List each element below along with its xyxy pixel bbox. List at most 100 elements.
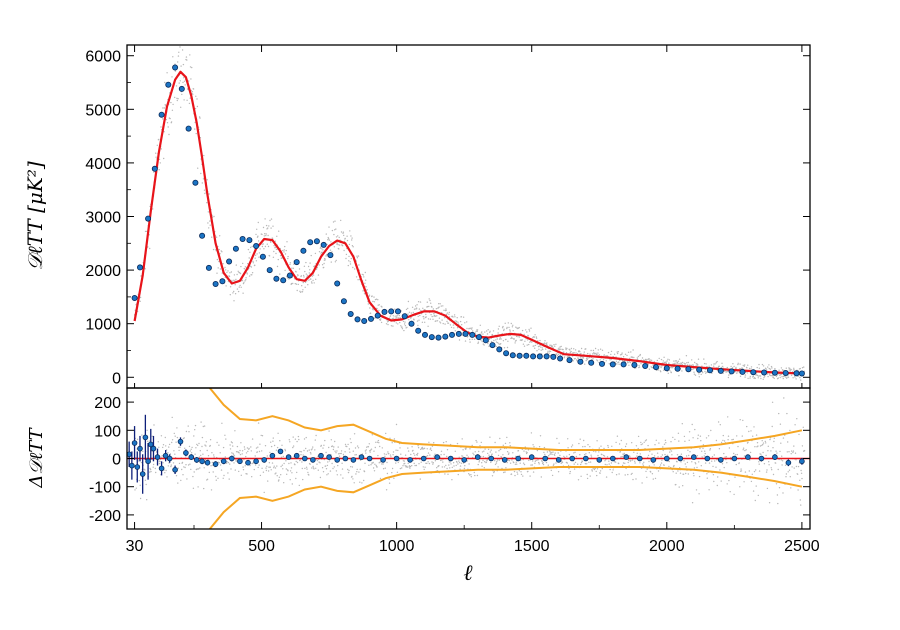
raw-residual-dot <box>146 499 148 501</box>
raw-spectrum-dot <box>801 367 804 369</box>
raw-spectrum-dot <box>310 281 313 283</box>
raw-residual-dot <box>538 461 540 464</box>
raw-residual-dot <box>424 466 426 468</box>
raw-spectrum-dot <box>424 321 426 323</box>
raw-spectrum-dot <box>180 65 182 67</box>
raw-spectrum-dot <box>580 347 583 350</box>
raw-spectrum-dot <box>762 378 764 380</box>
raw-spectrum-dot <box>727 370 729 373</box>
raw-residual-dot <box>219 452 221 454</box>
raw-residual-dot <box>796 418 798 420</box>
raw-spectrum-dot <box>350 235 352 237</box>
binned-data-point <box>327 252 334 259</box>
raw-spectrum-dot <box>803 366 805 368</box>
raw-residual-dot <box>533 446 535 448</box>
raw-residual-dot <box>244 448 246 450</box>
raw-residual-dot <box>716 484 718 487</box>
raw-residual-dot <box>178 449 180 452</box>
raw-spectrum-dot <box>346 239 349 242</box>
raw-residual-dot <box>722 434 724 437</box>
raw-spectrum-dot <box>225 285 227 287</box>
raw-residual-dot <box>621 464 624 467</box>
raw-spectrum-dot <box>284 245 286 248</box>
raw-spectrum-dot <box>541 347 543 349</box>
raw-residual-dot <box>328 446 330 449</box>
raw-residual-dot <box>443 466 446 468</box>
raw-spectrum-dot <box>778 369 780 371</box>
raw-residual-dot <box>382 463 384 465</box>
raw-residual-dot <box>265 467 267 469</box>
raw-residual-dot <box>630 459 632 462</box>
raw-spectrum-dot <box>521 329 524 332</box>
raw-residual-dot <box>523 463 526 466</box>
binned-data-point <box>381 308 388 315</box>
raw-spectrum-dot <box>453 327 455 329</box>
residual-point <box>393 455 400 462</box>
raw-spectrum-dot <box>739 363 741 365</box>
raw-spectrum-dot <box>182 63 185 66</box>
raw-spectrum-dot <box>317 274 320 276</box>
raw-residual-dot <box>497 466 499 468</box>
raw-spectrum-dot <box>669 366 671 369</box>
raw-residual-dot <box>553 463 555 465</box>
raw-spectrum-dot <box>216 258 219 261</box>
raw-spectrum-dot <box>693 373 696 375</box>
raw-spectrum-dot <box>698 376 700 378</box>
raw-residual-dot <box>196 468 198 470</box>
raw-spectrum-dot <box>369 312 372 314</box>
raw-residual-dot <box>302 454 304 456</box>
raw-residual-dot <box>281 444 283 446</box>
raw-spectrum-dot <box>576 360 578 362</box>
raw-residual-dot <box>468 463 470 465</box>
raw-spectrum-dot <box>483 344 485 346</box>
raw-residual-dot <box>177 467 179 469</box>
raw-residual-dot <box>458 456 460 458</box>
raw-residual-dot <box>677 432 680 434</box>
raw-spectrum-dot <box>436 315 438 317</box>
raw-residual-dot <box>468 473 470 475</box>
raw-spectrum-dot <box>351 237 353 239</box>
raw-residual-dot <box>512 452 514 454</box>
raw-residual-dot <box>373 450 375 452</box>
raw-spectrum-dot <box>392 325 394 327</box>
raw-spectrum-dot <box>347 264 349 267</box>
binned-data-point <box>771 369 778 376</box>
raw-spectrum-dot <box>573 348 575 350</box>
raw-spectrum-dot <box>471 327 473 329</box>
raw-residual-dot <box>532 444 534 446</box>
raw-residual-dot <box>462 455 464 457</box>
raw-residual-dot <box>736 453 738 456</box>
raw-spectrum-dot <box>171 109 174 112</box>
raw-spectrum-dot <box>428 305 430 308</box>
binned-data-point <box>620 361 627 368</box>
binned-data-point <box>462 330 469 337</box>
raw-spectrum-dot <box>183 80 186 83</box>
raw-spectrum-dot <box>795 378 797 380</box>
raw-residual-dot <box>604 460 606 462</box>
raw-residual-dot <box>386 461 388 464</box>
raw-residual-dot <box>182 474 184 476</box>
raw-spectrum-dot <box>185 56 188 58</box>
residual-point <box>623 454 630 460</box>
raw-residual-dot <box>611 445 613 447</box>
raw-residual-dot <box>697 437 699 440</box>
raw-spectrum-dot <box>454 316 456 318</box>
raw-residual-dot <box>315 434 317 437</box>
raw-residual-dot <box>395 423 398 426</box>
raw-spectrum-dot <box>681 370 683 372</box>
raw-spectrum-dot <box>254 257 256 259</box>
raw-residual-dot <box>511 459 513 461</box>
raw-residual-dot <box>745 449 747 451</box>
raw-spectrum-dot <box>740 368 742 370</box>
raw-residual-dot <box>180 479 182 482</box>
raw-spectrum-dot <box>211 236 213 238</box>
raw-spectrum-dot <box>526 344 528 346</box>
raw-residual-dot <box>370 464 372 466</box>
raw-spectrum-dot <box>310 278 312 280</box>
raw-spectrum-dot <box>468 327 470 330</box>
raw-residual-dot <box>687 449 689 451</box>
raw-spectrum-dot <box>189 97 191 99</box>
raw-residual-dot <box>134 489 136 491</box>
raw-residual-dot <box>282 455 284 458</box>
raw-residual-dot <box>604 463 606 466</box>
